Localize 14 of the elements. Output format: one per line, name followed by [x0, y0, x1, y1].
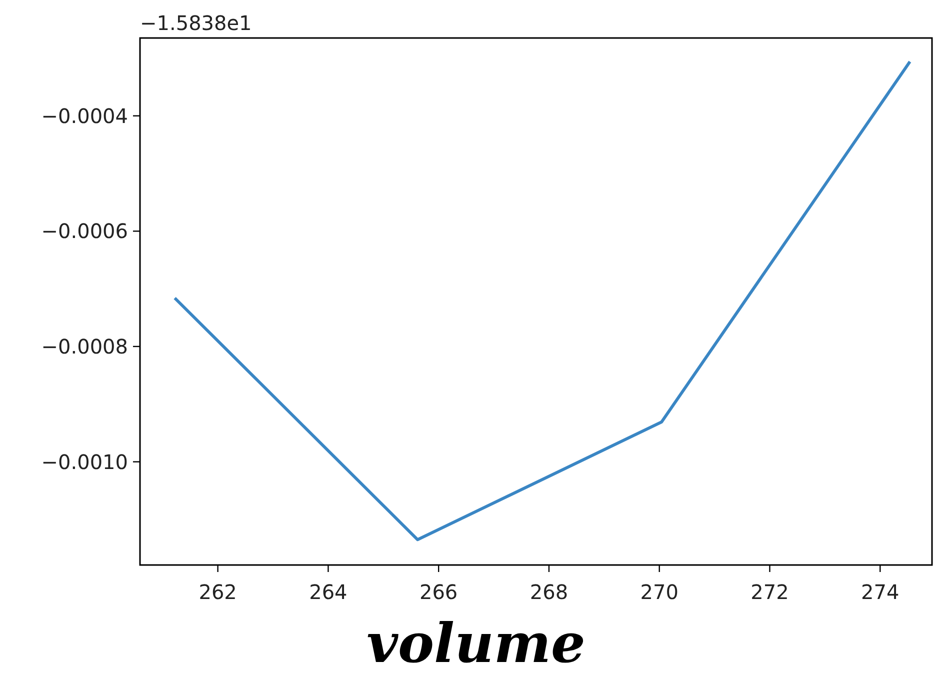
x-tick-label: 266	[419, 580, 458, 604]
y-tick-label: −0.0008	[41, 334, 128, 358]
y-tick-label: −0.0004	[41, 104, 128, 128]
x-tick-label: 272	[750, 580, 789, 604]
x-tick-label: 268	[530, 580, 568, 604]
x-axis-title: volume	[366, 611, 586, 675]
y-tick-label: −0.0006	[41, 219, 128, 244]
x-tick-label: 264	[309, 580, 348, 604]
x-tick-label: 270	[640, 580, 678, 604]
line-series	[173, 60, 912, 542]
x-tick-label: 274	[861, 580, 900, 604]
y-tick-label: −0.0010	[41, 450, 128, 474]
text: −1.5838e1	[140, 11, 252, 35]
x-tick-label: 262	[198, 580, 237, 604]
